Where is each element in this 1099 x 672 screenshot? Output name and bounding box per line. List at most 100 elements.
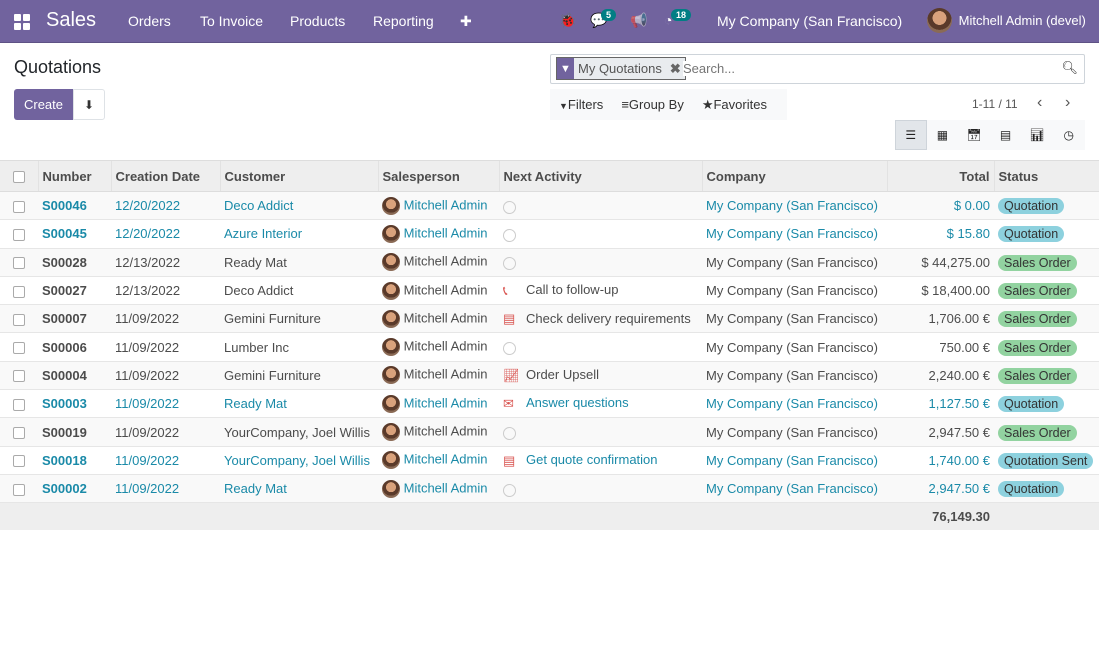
list-view-icon[interactable]: ☰ — [895, 120, 927, 150]
search-icon[interactable]: 🔍︎ — [1061, 60, 1078, 75]
table-row[interactable]: S00019 11/09/2022 YourCompany, Joel Willis… — [0, 417, 1099, 447]
salesperson-name: Mitchell Admin — [403, 451, 488, 467]
debug-bug-icon[interactable]: 🐞 — [559, 12, 577, 28]
status: Quotation — [994, 219, 1099, 249]
menu-orders[interactable]: Orders — [128, 13, 171, 29]
next-activity[interactable] — [499, 474, 702, 504]
user-menu[interactable]: Mitchell Admin (devel) — [927, 8, 1086, 33]
order-number: S00004 — [38, 361, 111, 391]
select-all-checkbox[interactable] — [0, 160, 38, 192]
clock-icon[interactable] — [503, 340, 521, 356]
calendar-view-icon[interactable]: 📅︎ — [966, 128, 982, 142]
salesperson-name: Mitchell Admin — [403, 310, 488, 326]
pager-next-icon[interactable]: › — [1065, 94, 1071, 111]
favorites-button[interactable]: ★Favorites — [701, 96, 767, 112]
phone-icon[interactable]: 📞︎ — [503, 282, 508, 298]
chart-line-icon[interactable]: 📈︎ — [503, 367, 520, 383]
app-name[interactable]: Sales — [46, 9, 97, 31]
next-activity[interactable] — [499, 248, 702, 277]
pager-previous-icon[interactable]: ‹ — [1037, 94, 1043, 111]
next-activity[interactable] — [499, 417, 702, 447]
status: Sales Order — [994, 332, 1099, 362]
row-checkbox[interactable] — [0, 446, 38, 475]
clock-icon[interactable] — [503, 425, 521, 441]
clock-icon[interactable] — [503, 482, 521, 497]
add-menu-icon[interactable]: ✚ — [460, 13, 472, 29]
row-checkbox[interactable] — [0, 191, 38, 221]
megaphone-icon[interactable]: 📢 — [630, 12, 648, 28]
status-badge: Quotation — [998, 396, 1065, 413]
total: $ 18,400.00 — [887, 276, 994, 306]
row-checkbox[interactable] — [0, 474, 38, 504]
row-checkbox[interactable] — [0, 361, 38, 391]
header-salesperson[interactable]: Salesperson — [377, 160, 499, 192]
table-row[interactable]: S00003 11/09/2022 Ready Mat Mitchell Admin… — [0, 389, 1099, 419]
tasks-icon[interactable]: ▤ — [503, 311, 516, 327]
table-row[interactable]: S00045 12/20/2022 Azure Interior Mitchell … — [0, 219, 1099, 249]
search-input[interactable] — [683, 61, 1053, 76]
next-activity[interactable] — [499, 332, 702, 362]
header-total[interactable]: Total — [886, 160, 994, 192]
header-customer[interactable]: Customer — [219, 160, 378, 192]
next-activity[interactable] — [499, 191, 702, 221]
clock-icon[interactable] — [503, 199, 521, 214]
group-by-button[interactable]: ≡Group By — [621, 97, 684, 112]
table-row[interactable]: S00028 12/13/2022 Ready Mat Mitchell Admin… — [0, 248, 1099, 277]
activity-view-icon[interactable]: ◷ — [1063, 128, 1074, 142]
order-number: S00018 — [38, 446, 111, 475]
table-row[interactable]: S00027 12/13/2022 Deco Addict Mitchell Adm… — [0, 276, 1099, 306]
company-switcher[interactable]: My Company (San Francisco) — [717, 13, 903, 29]
next-activity[interactable]: 📞︎ Call to follow-up — [499, 276, 702, 306]
row-checkbox[interactable] — [0, 389, 38, 419]
row-checkbox[interactable] — [0, 248, 38, 277]
tasks-icon[interactable]: ▤ — [503, 452, 516, 468]
table-row[interactable]: S00007 11/09/2022 Gemini Furniture Mitchel… — [0, 304, 1099, 334]
header-company[interactable]: Company — [701, 160, 887, 192]
activities-clock-icon[interactable]: ◔ — [664, 12, 673, 28]
menu-products[interactable]: Products — [290, 13, 346, 29]
next-activity[interactable]: 📈︎ Order Upsell — [499, 361, 702, 391]
header-creation-date[interactable]: Creation Date — [110, 160, 220, 192]
header-next-activity[interactable]: Next Activity — [498, 160, 702, 192]
creation-date: 12/13/2022 — [111, 248, 220, 277]
pager-value[interactable]: 1-11 / 11 — [972, 97, 1018, 111]
envelope-icon[interactable]: ✉ — [503, 396, 514, 411]
order-number: S00046 — [38, 191, 111, 221]
row-checkbox[interactable] — [0, 304, 38, 334]
filters-button[interactable]: ▼Filters — [559, 97, 604, 112]
table-row[interactable]: S00004 11/09/2022 Gemini Furniture Mitchel… — [0, 361, 1099, 391]
graph-view-icon[interactable]: 📊︎ — [1029, 128, 1045, 142]
kanban-view-icon[interactable]: ▦ — [936, 128, 949, 142]
next-activity[interactable] — [499, 219, 702, 249]
menu-reporting[interactable]: Reporting — [373, 13, 434, 29]
row-checkbox[interactable] — [0, 219, 38, 249]
row-checkbox[interactable] — [0, 417, 38, 447]
salesperson-name: Mitchell Admin — [403, 225, 488, 241]
total: $ 15.80 — [887, 219, 994, 249]
table-row[interactable]: S00006 11/09/2022 Lumber Inc Mitchell Admi… — [0, 332, 1099, 362]
app-menu-icon[interactable] — [14, 14, 30, 30]
menu-to-invoice[interactable]: To Invoice — [200, 13, 264, 29]
download-icon[interactable]: ⬇ — [73, 89, 105, 120]
row-checkbox[interactable] — [0, 332, 38, 362]
header-number[interactable]: Number — [37, 160, 111, 192]
clock-icon[interactable] — [503, 227, 521, 242]
header-status[interactable]: Status — [993, 160, 1099, 192]
next-activity[interactable]: ▤ Get quote confirmation — [499, 446, 702, 475]
next-activity[interactable]: ▤ Check delivery requirements — [499, 304, 702, 334]
table-row[interactable]: S00046 12/20/2022 Deco Addict Mitchell Adm… — [0, 191, 1099, 221]
next-activity[interactable]: ✉ Answer questions — [499, 389, 702, 419]
activity-summary: Call to follow-up — [526, 282, 619, 298]
row-checkbox[interactable] — [0, 276, 38, 306]
create-button[interactable]: Create — [14, 89, 73, 120]
pivot-view-icon[interactable]: ▤ — [999, 128, 1012, 142]
customer: Gemini Furniture — [220, 304, 378, 334]
table-row[interactable]: S00018 11/09/2022 YourCompany, Joel Willis… — [0, 446, 1099, 475]
customer: Deco Addict — [220, 191, 378, 221]
salesperson: Mitchell Admin — [378, 191, 499, 221]
clock-icon[interactable] — [503, 255, 521, 271]
facet-remove-icon[interactable]: ✖ — [669, 60, 681, 76]
status-badge: Sales Order — [998, 254, 1077, 271]
table-row[interactable]: S00002 11/09/2022 Ready Mat Mitchell Admin… — [0, 474, 1099, 504]
total: $ 44,275.00 — [887, 248, 994, 277]
